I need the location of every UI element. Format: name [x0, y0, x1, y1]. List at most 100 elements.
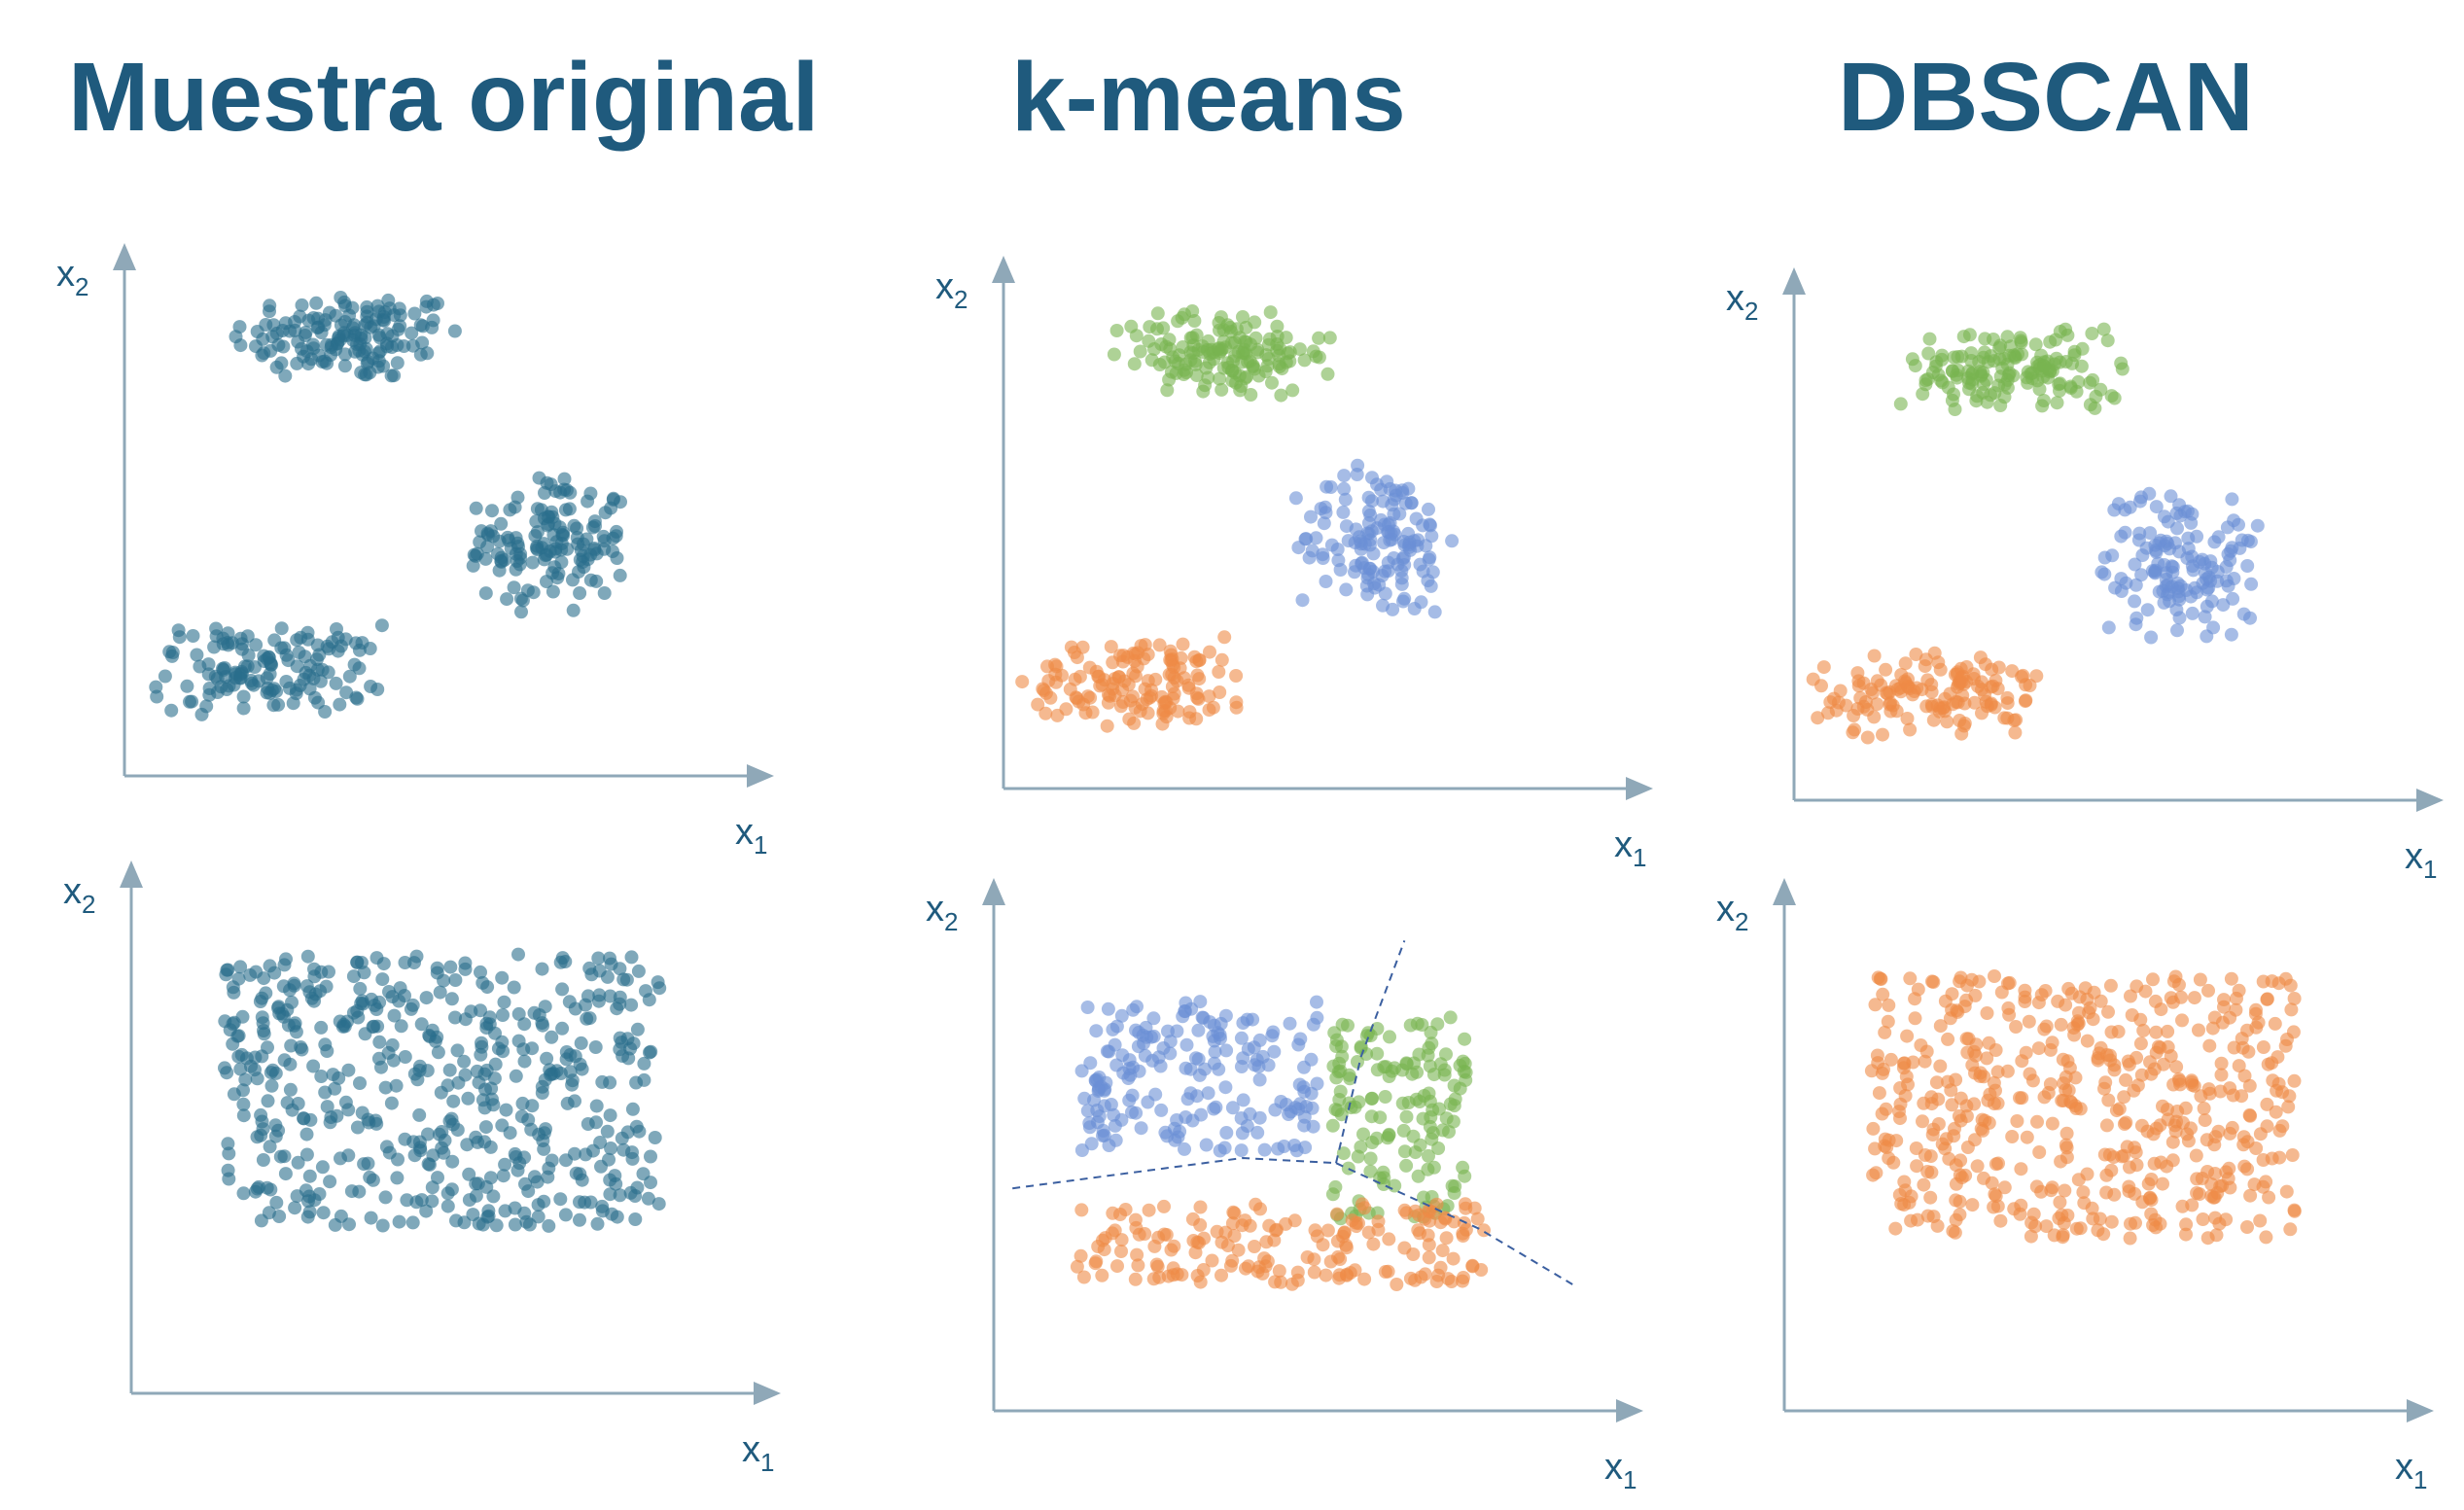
scatter-point — [425, 320, 440, 334]
scatter-point — [236, 1108, 251, 1123]
scatter-point — [1127, 357, 1142, 371]
scatter-point — [496, 1169, 510, 1183]
scatter-point — [274, 621, 289, 636]
scatter-point — [2233, 541, 2247, 555]
scatter-point — [255, 1010, 269, 1025]
scatter-point — [2025, 1073, 2040, 1088]
scatter-point — [1261, 337, 1276, 352]
scatter-point — [2132, 526, 2147, 541]
scatter-point — [1150, 306, 1165, 321]
scatter-point — [500, 592, 514, 607]
scatter-point — [315, 1160, 330, 1175]
scatter-point — [1205, 1253, 1219, 1268]
scatter-point — [2271, 976, 2286, 991]
scatter-point — [2096, 322, 2111, 336]
scatter-point — [1078, 706, 1093, 720]
scatter-point — [1881, 1014, 1895, 1029]
scatter-point — [2185, 606, 2200, 620]
scatter-point — [546, 566, 560, 580]
scatter-point — [442, 1063, 457, 1077]
scatter-point — [372, 1035, 387, 1049]
scatter-point — [1931, 1117, 1946, 1131]
scatter-point — [1272, 1264, 1286, 1279]
scatter-point — [1898, 1089, 1913, 1103]
scatter-point — [2205, 1021, 2220, 1036]
scatter-point — [479, 1016, 494, 1031]
scatter-point — [1273, 341, 1287, 356]
scatter-point — [1385, 1064, 1399, 1078]
scatter-point — [1337, 1226, 1352, 1241]
scatter-point — [1129, 329, 1144, 343]
scatter-point — [1354, 1040, 1368, 1055]
scatter-point — [1130, 1000, 1144, 1014]
scatter-point — [2093, 1212, 2107, 1226]
scatter-point — [281, 653, 296, 668]
scatter-point — [1096, 1123, 1110, 1138]
scatter-point — [2043, 334, 2058, 349]
scatter-point — [583, 1195, 598, 1210]
scatter-point — [375, 1218, 390, 1233]
scatter-point — [1933, 1059, 1948, 1073]
scatter-point — [2185, 1077, 2200, 1092]
scatter-point — [1238, 1213, 1252, 1228]
scatter-point — [1432, 1102, 1446, 1116]
scatter-point — [1092, 669, 1107, 684]
scatter-point — [1866, 1168, 1881, 1182]
scatter-point — [231, 1049, 246, 1064]
scatter-point — [1446, 1251, 1461, 1266]
scatter-point — [1038, 706, 1053, 720]
scatter-point — [378, 1190, 393, 1205]
scatter-point — [1129, 1023, 1143, 1037]
scatter-point — [2179, 1227, 2193, 1242]
scatter-point — [637, 1056, 651, 1071]
scatter-point — [1171, 1130, 1185, 1144]
scatter-point — [2146, 972, 2160, 987]
scatter-point — [283, 1057, 298, 1071]
scatter-point — [487, 1071, 502, 1086]
scatter-point — [2250, 518, 2265, 533]
scatter-point — [2208, 1167, 2222, 1180]
scatter-point — [2232, 517, 2245, 532]
scatter-point — [1152, 638, 1167, 652]
scatter-point — [590, 1216, 605, 1231]
scatter-point — [1176, 637, 1190, 651]
scatter-point — [1288, 491, 1303, 506]
scatter-point — [1917, 1177, 1931, 1192]
scatter-point — [2226, 1088, 2240, 1103]
x-axis-arrow-icon — [1626, 777, 1653, 800]
scatter-point — [1987, 1075, 2001, 1090]
scatter-point — [1364, 524, 1379, 539]
scatter-point — [409, 949, 424, 964]
scatter-point — [1274, 388, 1288, 403]
scatter-point — [264, 1078, 279, 1093]
scatter-point — [1336, 505, 1351, 519]
scatter-point — [2208, 1211, 2223, 1225]
scatter-point — [274, 641, 289, 655]
scatter-point — [2172, 592, 2187, 607]
scatter-point — [2058, 1183, 2072, 1198]
scatter-point — [2111, 497, 2126, 511]
scatter-point — [591, 951, 606, 966]
x-axis-arrow-icon — [754, 1382, 781, 1405]
scatter-point — [1348, 536, 1362, 550]
scatter-point — [2140, 603, 2155, 617]
scatter-point — [1345, 1213, 1359, 1228]
scatter-point — [2000, 1064, 2015, 1078]
scatter-point — [1848, 722, 1862, 737]
scatter-point — [1214, 1016, 1228, 1031]
scatter-point — [249, 339, 263, 354]
scatter-point — [233, 338, 248, 353]
scatter-point — [1435, 1244, 1450, 1258]
scatter-point — [1333, 563, 1348, 577]
scatter-point — [1957, 1000, 1972, 1014]
scatter-point — [1465, 1258, 1480, 1273]
scatter-point — [511, 1006, 526, 1021]
scatter-point — [2138, 984, 2153, 999]
scatter-point — [2123, 1231, 2137, 1246]
scatter-point — [563, 1065, 578, 1079]
scatter-point — [2214, 1056, 2229, 1071]
scatter-point — [2026, 1207, 2041, 1221]
scatter-point — [433, 985, 447, 1000]
scatter-point — [1442, 1125, 1456, 1139]
scatter-point — [511, 947, 525, 962]
